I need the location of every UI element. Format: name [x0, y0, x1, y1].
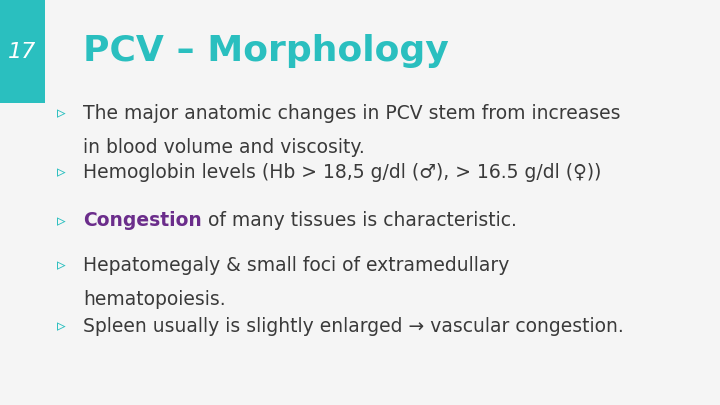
Text: ▹: ▹: [57, 163, 66, 181]
Text: in blood volume and viscosity.: in blood volume and viscosity.: [83, 139, 364, 157]
Text: Hepatomegaly & small foci of extramedullary: Hepatomegaly & small foci of extramedull…: [83, 256, 509, 275]
Text: ▹: ▹: [57, 104, 66, 122]
Text: ▹: ▹: [57, 317, 66, 335]
Text: ▹: ▹: [57, 212, 66, 230]
Text: hematopoiesis.: hematopoiesis.: [83, 290, 225, 309]
Text: ▹: ▹: [57, 256, 66, 274]
Text: 17: 17: [8, 42, 37, 62]
Text: of many tissues is characteristic.: of many tissues is characteristic.: [202, 211, 516, 230]
Text: The major anatomic changes in PCV stem from increases: The major anatomic changes in PCV stem f…: [83, 104, 621, 123]
Text: Spleen usually is slightly enlarged → vascular congestion.: Spleen usually is slightly enlarged → va…: [83, 317, 624, 335]
Text: Congestion: Congestion: [83, 211, 202, 230]
Text: Hemoglobin levels (Hb > 18,5 g/dl (♂), > 16.5 g/dl (♀)): Hemoglobin levels (Hb > 18,5 g/dl (♂), >…: [83, 163, 601, 181]
Text: PCV – Morphology: PCV – Morphology: [83, 34, 449, 68]
